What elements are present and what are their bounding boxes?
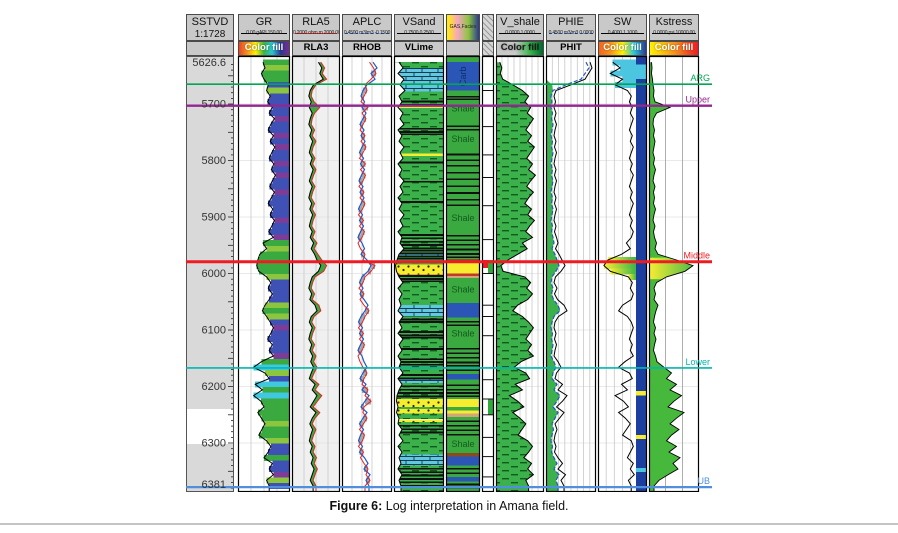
svg-text:Shale: Shale: [451, 134, 474, 144]
svg-text:Upper: Upper: [685, 95, 710, 105]
svg-text:Shale: Shale: [451, 213, 474, 223]
track-title: VSand: [402, 16, 436, 28]
svg-text:6100: 6100: [202, 325, 226, 337]
track-scale: 0.0000 psi 10000.00: [653, 30, 695, 36]
svg-text:5900: 5900: [202, 212, 226, 224]
header-track-res-title: RLA5 0.2000 ohm.m 2000.0000: [292, 14, 340, 41]
svg-text:UB: UB: [697, 476, 710, 486]
depth-title: SSTVD: [191, 16, 229, 28]
row2-label: RHOB: [353, 42, 381, 53]
facies-legend-label: GAS,Facies: [449, 24, 477, 30]
svg-text:5626.6: 5626.6: [192, 57, 226, 69]
header-track-vsh-title: V_shale 0.0000 1.0000: [496, 14, 544, 41]
figure-caption: Figure 6: Log interpretation in Amana fi…: [0, 499, 898, 513]
header-track-flag-row2: [482, 41, 494, 56]
track-scale: 0.4000 1.1000: [607, 30, 638, 36]
row2-label: Color fill: [654, 42, 694, 53]
svg-text:6200: 6200: [202, 381, 226, 393]
header-track-res-row2: RLA3: [292, 41, 340, 56]
svg-text:Shale: Shale: [451, 328, 474, 338]
svg-text:ARG: ARG: [690, 73, 710, 83]
svg-text:Lower: Lower: [685, 357, 710, 367]
track-scale: 0.7500 0.2500: [404, 30, 434, 36]
row2-label: Color fill: [603, 42, 642, 53]
header-track-lith-row2: VLime: [394, 41, 444, 56]
track-title: PHIE: [558, 16, 584, 28]
track-scale: 0.4500 m3/m3 -0.1500: [343, 30, 391, 36]
row2-label: PHIT: [560, 42, 582, 53]
header-track-lith-title: VSand 0.7500 0.2500: [394, 14, 444, 41]
curve-style-line: [499, 33, 541, 34]
track-scale: 0.00 gAPI 150.00: [246, 30, 282, 36]
caption-text: Log interpretation in Amana field.: [382, 499, 569, 513]
page-divider: [0, 523, 898, 525]
curve-style-line: [601, 33, 644, 34]
svg-text:6381: 6381: [202, 479, 226, 491]
header-track-fac-title: GAS,Facies: [446, 14, 480, 41]
track-title: SW: [613, 16, 632, 28]
header-depth-blank: [186, 41, 234, 56]
header-track-ks-title: Kstress 0.0000 psi 10000.00: [649, 14, 699, 41]
header-track-phi-row2: PHIT: [546, 41, 596, 56]
header-track-sw-row2: Color fill: [598, 41, 647, 56]
svg-text:6300: 6300: [202, 438, 226, 450]
header-track-gr-title: GR 0.00 gAPI 150.00: [238, 14, 290, 41]
header-track-den-title: APLC 0.4500 m3/m3 -0.1500: [342, 14, 392, 41]
curve-style-line: [652, 33, 696, 34]
svg-text:5700: 5700: [202, 99, 226, 111]
svg-text:Middle: Middle: [683, 251, 710, 261]
track-scale: 0.0000 1.0000: [505, 30, 535, 36]
svg-text:5800: 5800: [202, 155, 226, 167]
svg-text:Shale: Shale: [451, 439, 474, 449]
curve-style-line: [397, 33, 441, 34]
header-track-gr-row2: Color fill: [238, 41, 290, 56]
svg-text:6000: 6000: [202, 268, 226, 280]
header-track-fac-row2: [446, 41, 480, 56]
row2-label: Color fill: [500, 42, 540, 53]
track-title: APLC: [352, 16, 382, 28]
curve-style-line: [549, 33, 593, 34]
svg-text:Shale: Shale: [451, 284, 474, 294]
track-title: RLA5: [302, 16, 330, 28]
header-depth-track: SSTVD 1:1728: [186, 14, 234, 41]
header-track-ks-row2: Color fill: [649, 41, 699, 56]
row2-label: RLA3: [303, 42, 329, 53]
caption-label: Figure 6:: [329, 499, 383, 513]
svg-text:Shale: Shale: [451, 104, 474, 114]
track-scale: 0.4500 m3/m3 0.0000: [548, 30, 594, 36]
svg-text:Carb: Carb: [458, 67, 468, 87]
header-track-den-row2: RHOB: [342, 41, 392, 56]
header-track-phi-title: PHIE 0.4500 m3/m3 0.0000: [546, 14, 596, 41]
header-track-flag-title: [482, 14, 494, 41]
log-plot-canvas: Carb Shale Shale Shale Shale Shale Shale ARG Upp…: [186, 56, 712, 492]
curve-style-line: [295, 33, 337, 34]
depth-scale: 1:1728: [194, 29, 226, 40]
track-title: Kstress: [655, 16, 693, 28]
curve-style-line: [241, 33, 287, 34]
row2-label: Color fill: [244, 42, 284, 53]
header-track-sw-title: SW 0.4000 1.1000: [598, 14, 647, 41]
row2-label: VLime: [404, 42, 434, 53]
track-scale: 0.2000 ohm.m 2000.0000: [293, 30, 339, 36]
header-track-vsh-row2: Color fill: [496, 41, 544, 56]
curve-style-line: [345, 33, 389, 34]
track-title: V_shale: [500, 16, 540, 28]
track-title: GR: [255, 16, 273, 28]
